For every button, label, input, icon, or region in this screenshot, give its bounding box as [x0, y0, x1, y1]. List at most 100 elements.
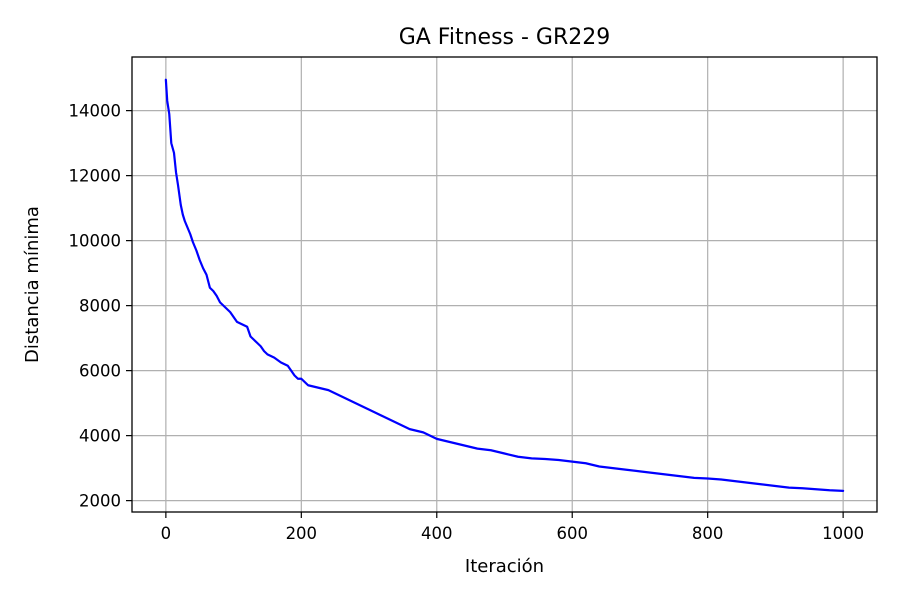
data-point: [175, 171, 177, 173]
data-point: [652, 472, 654, 474]
data-point: [168, 113, 170, 115]
data-point: [300, 378, 302, 380]
data-point: [180, 204, 182, 206]
data-point: [266, 353, 268, 355]
data-point: [693, 477, 695, 479]
x-tick-label: 200: [286, 524, 318, 543]
x-tick-label: 400: [421, 524, 453, 543]
data-point: [503, 452, 505, 454]
data-point: [368, 409, 370, 411]
data-point: [321, 387, 323, 389]
data-point: [558, 459, 560, 461]
y-tick-label: 12000: [69, 167, 122, 186]
data-point: [165, 79, 167, 81]
data-point: [449, 441, 451, 443]
data-point: [216, 295, 218, 297]
data-point: [476, 448, 478, 450]
data-point: [273, 357, 275, 359]
data-point: [280, 361, 282, 363]
data-point: [639, 470, 641, 472]
data-point: [422, 431, 424, 433]
data-point: [192, 241, 194, 243]
data-point: [209, 287, 211, 289]
data-point: [166, 100, 168, 102]
data-point: [381, 415, 383, 417]
data-point: [307, 384, 309, 386]
data-point: [222, 305, 224, 307]
y-tick-label: 2000: [79, 492, 121, 511]
data-point: [585, 462, 587, 464]
data-point: [334, 392, 336, 394]
data-point: [490, 449, 492, 451]
data-point: [253, 339, 255, 341]
data-point: [293, 374, 295, 376]
data-point: [314, 386, 316, 388]
x-axis-label: Iteración: [465, 556, 544, 577]
data-point: [774, 485, 776, 487]
data-point: [263, 350, 265, 352]
data-point: [530, 457, 532, 459]
data-point: [734, 480, 736, 482]
data-point: [842, 490, 844, 492]
data-point: [402, 425, 404, 427]
x-tick-label: 0: [161, 524, 172, 543]
data-point: [666, 474, 668, 476]
data-point: [788, 487, 790, 489]
data-point: [720, 478, 722, 480]
data-point: [598, 465, 600, 467]
data-point: [395, 422, 397, 424]
data-point: [173, 152, 175, 154]
data-point: [232, 316, 234, 318]
data-point: [256, 342, 258, 344]
data-point: [260, 345, 262, 347]
data-point: [170, 142, 172, 144]
y-tick-label: 10000: [69, 232, 122, 251]
data-point: [186, 227, 188, 229]
data-point: [348, 399, 350, 401]
x-tick-label: 600: [556, 524, 588, 543]
data-point: [761, 483, 763, 485]
data-point: [415, 430, 417, 432]
chart-title: GA Fitness - GR229: [399, 25, 611, 50]
data-point: [429, 435, 431, 437]
data-point: [747, 482, 749, 484]
data-point: [239, 322, 241, 324]
grid-lines: [132, 57, 877, 512]
data-point: [202, 267, 204, 269]
data-point: [409, 428, 411, 430]
data-point: [341, 396, 343, 398]
data-point: [219, 301, 221, 303]
data-point: [229, 311, 231, 313]
data-point: [297, 378, 299, 380]
data-point: [226, 308, 228, 310]
data-point: [463, 444, 465, 446]
data-point: [612, 467, 614, 469]
y-tick-label: 6000: [79, 362, 121, 381]
data-point: [177, 184, 179, 186]
y-tick-label: 4000: [79, 427, 121, 446]
data-point: [195, 249, 197, 251]
y-axis-label: Distancia mínima: [22, 206, 43, 363]
axis-ticks: 0 200 400 600 800 1000 2000 4000 6000 8000 10000 12…: [69, 102, 865, 543]
data-point: [189, 233, 191, 235]
data-point: [182, 214, 184, 216]
data-point: [436, 438, 438, 440]
data-point: [375, 412, 377, 414]
y-tick-label: 8000: [79, 297, 121, 316]
data-point: [184, 220, 186, 222]
data-point: [327, 389, 329, 391]
data-point: [388, 418, 390, 420]
data-point: [815, 488, 817, 490]
data-point: [801, 487, 803, 489]
data-point: [243, 324, 245, 326]
data-point: [571, 461, 573, 463]
data-point: [212, 290, 214, 292]
data-point: [625, 469, 627, 471]
data-point: [679, 475, 681, 477]
data-point: [517, 456, 519, 458]
x-tick-label: 800: [692, 524, 724, 543]
data-point: [287, 365, 289, 367]
data-point: [707, 477, 709, 479]
